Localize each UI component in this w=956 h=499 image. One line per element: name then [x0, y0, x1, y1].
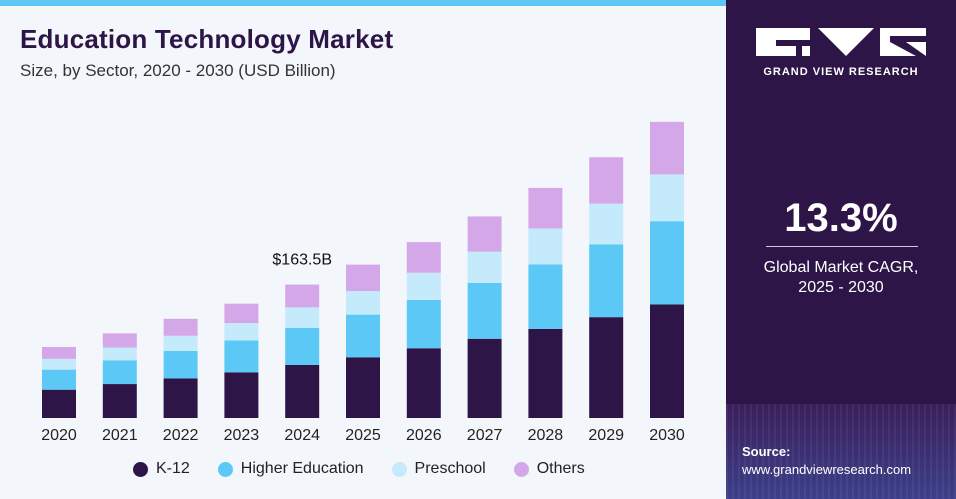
- bar-segment-2025-others: [346, 264, 380, 292]
- bar-segment-2030-k-12: [650, 304, 684, 418]
- legend-swatch-higher-education: [217, 461, 233, 477]
- bar-segment-2020-others: [42, 347, 76, 359]
- bar-segment-2029-others: [589, 157, 624, 204]
- bar-segment-2024-k-12: [285, 364, 320, 418]
- bar-segment-2022-others: [163, 318, 198, 336]
- bar-segment-2027-higher-education: [467, 282, 502, 339]
- sidebar-pattern: [726, 404, 956, 499]
- bar-segment-2026-others: [406, 242, 441, 273]
- bar-segment-2020-higher-education: [42, 369, 76, 390]
- accent-bar: [0, 0, 726, 6]
- bar-segment-2021-preschool: [102, 347, 137, 361]
- bar-segment-2027-others: [467, 216, 502, 252]
- data-label-2024: $163.5B: [272, 252, 332, 269]
- bar-segment-2026-k-12: [406, 348, 441, 418]
- x-tick-label-2020: 2020: [41, 427, 77, 444]
- bar-segment-2020-k-12: [42, 389, 76, 418]
- bar-segment-2023-k-12: [224, 372, 259, 418]
- bar-segment-2021-others: [102, 333, 137, 348]
- bar-segment-2028-k-12: [528, 328, 563, 418]
- cagr-value: 13.3%: [784, 196, 898, 240]
- x-tick-label-2022: 2022: [163, 427, 199, 444]
- x-tick-label-2029: 2029: [588, 427, 624, 444]
- bar-segment-2029-higher-education: [589, 244, 624, 318]
- bar-segment-2022-preschool: [163, 335, 198, 351]
- bar-segment-2027-k-12: [467, 338, 502, 418]
- stacked-bar-chart: 2020 2021 2022 2023 2024 $163.5B 2025 2026 2027 2…: [41, 121, 685, 444]
- bar-segment-2022-higher-education: [163, 350, 198, 379]
- bar-segment-2030-others: [650, 121, 684, 175]
- legend-label-others: Others: [536, 460, 585, 477]
- sidebar-panel: GRAND VIEW RESEARCH 13.3% Global Market …: [726, 0, 956, 499]
- source-note: Source: www.grandviewresearch.com: [742, 443, 911, 479]
- bar-segment-2025-higher-education: [346, 314, 380, 358]
- bar-segment-2027-preschool: [467, 251, 502, 283]
- legend-label-k-12: K-12: [156, 460, 190, 477]
- bar-segment-2023-preschool: [224, 323, 259, 341]
- cagr-label-line1: Global Market CAGR,: [763, 259, 919, 276]
- source-url[interactable]: www.grandviewresearch.com: [742, 462, 912, 477]
- x-tick-label-2021: 2021: [102, 427, 138, 444]
- bar-segment-2030-higher-education: [650, 221, 684, 305]
- bar-segment-2026-preschool: [406, 272, 441, 300]
- x-tick-label-2028: 2028: [528, 427, 564, 444]
- legend-swatch-preschool: [391, 461, 407, 477]
- x-tick-label-2026: 2026: [406, 427, 442, 444]
- legend-label-higher-education: Higher Education: [240, 460, 364, 477]
- bar-segment-2024-others: [285, 284, 320, 308]
- legend-item-higher-education: Higher Education: [217, 460, 364, 478]
- bar-segment-2024-higher-education: [285, 327, 320, 365]
- bar-segment-2028-others: [528, 187, 563, 229]
- legend-label-preschool: Preschool: [414, 460, 486, 477]
- bar-segment-2023-higher-education: [224, 340, 259, 373]
- bar-segment-2028-higher-education: [528, 264, 563, 329]
- bar-segment-2026-higher-education: [406, 299, 441, 349]
- bar-segment-2021-higher-education: [102, 360, 137, 385]
- chart-subtitle: Size, by Sector, 2020 - 2030 (USD Billio…: [20, 61, 336, 80]
- source-title: Source:: [742, 444, 791, 459]
- x-tick-label-2027: 2027: [467, 427, 503, 444]
- x-tick-label-2024: 2024: [284, 427, 320, 444]
- x-tick-label-2025: 2025: [345, 427, 381, 444]
- bar-segment-2020-preschool: [42, 358, 76, 370]
- chart-legend: K-12 Higher Education Preschool Others: [133, 460, 613, 478]
- bar-segment-2029-k-12: [589, 317, 624, 418]
- bar-segment-2024-preschool: [285, 307, 320, 328]
- legend-item-preschool: Preschool: [391, 460, 486, 478]
- divider: [766, 246, 918, 247]
- legend-item-others: Others: [513, 460, 585, 478]
- cagr-label: Global Market CAGR, 2025 - 2030: [726, 258, 956, 298]
- x-tick-label-2030: 2030: [649, 427, 685, 444]
- bar-segment-2030-preschool: [650, 174, 684, 222]
- bar-segment-2025-preschool: [346, 291, 380, 315]
- brand-name: GRAND VIEW RESEARCH: [763, 66, 919, 78]
- cagr-label-line2: 2025 - 2030: [798, 279, 884, 296]
- bar-segment-2021-k-12: [102, 384, 137, 418]
- bar-segment-2029-preschool: [589, 203, 624, 245]
- bar-segment-2023-others: [224, 303, 259, 324]
- bar-segment-2025-k-12: [346, 357, 380, 418]
- x-tick-label-2023: 2023: [224, 427, 260, 444]
- bar-segment-2022-k-12: [163, 378, 198, 418]
- legend-swatch-k-12: [133, 461, 148, 477]
- bar-segment-2028-preschool: [528, 228, 563, 265]
- legend-swatch-others: [513, 461, 529, 477]
- legend-item-k-12: K-12: [133, 460, 190, 478]
- chart-title: Education Technology Market: [20, 24, 394, 54]
- gvr-logo-icon: [756, 28, 926, 56]
